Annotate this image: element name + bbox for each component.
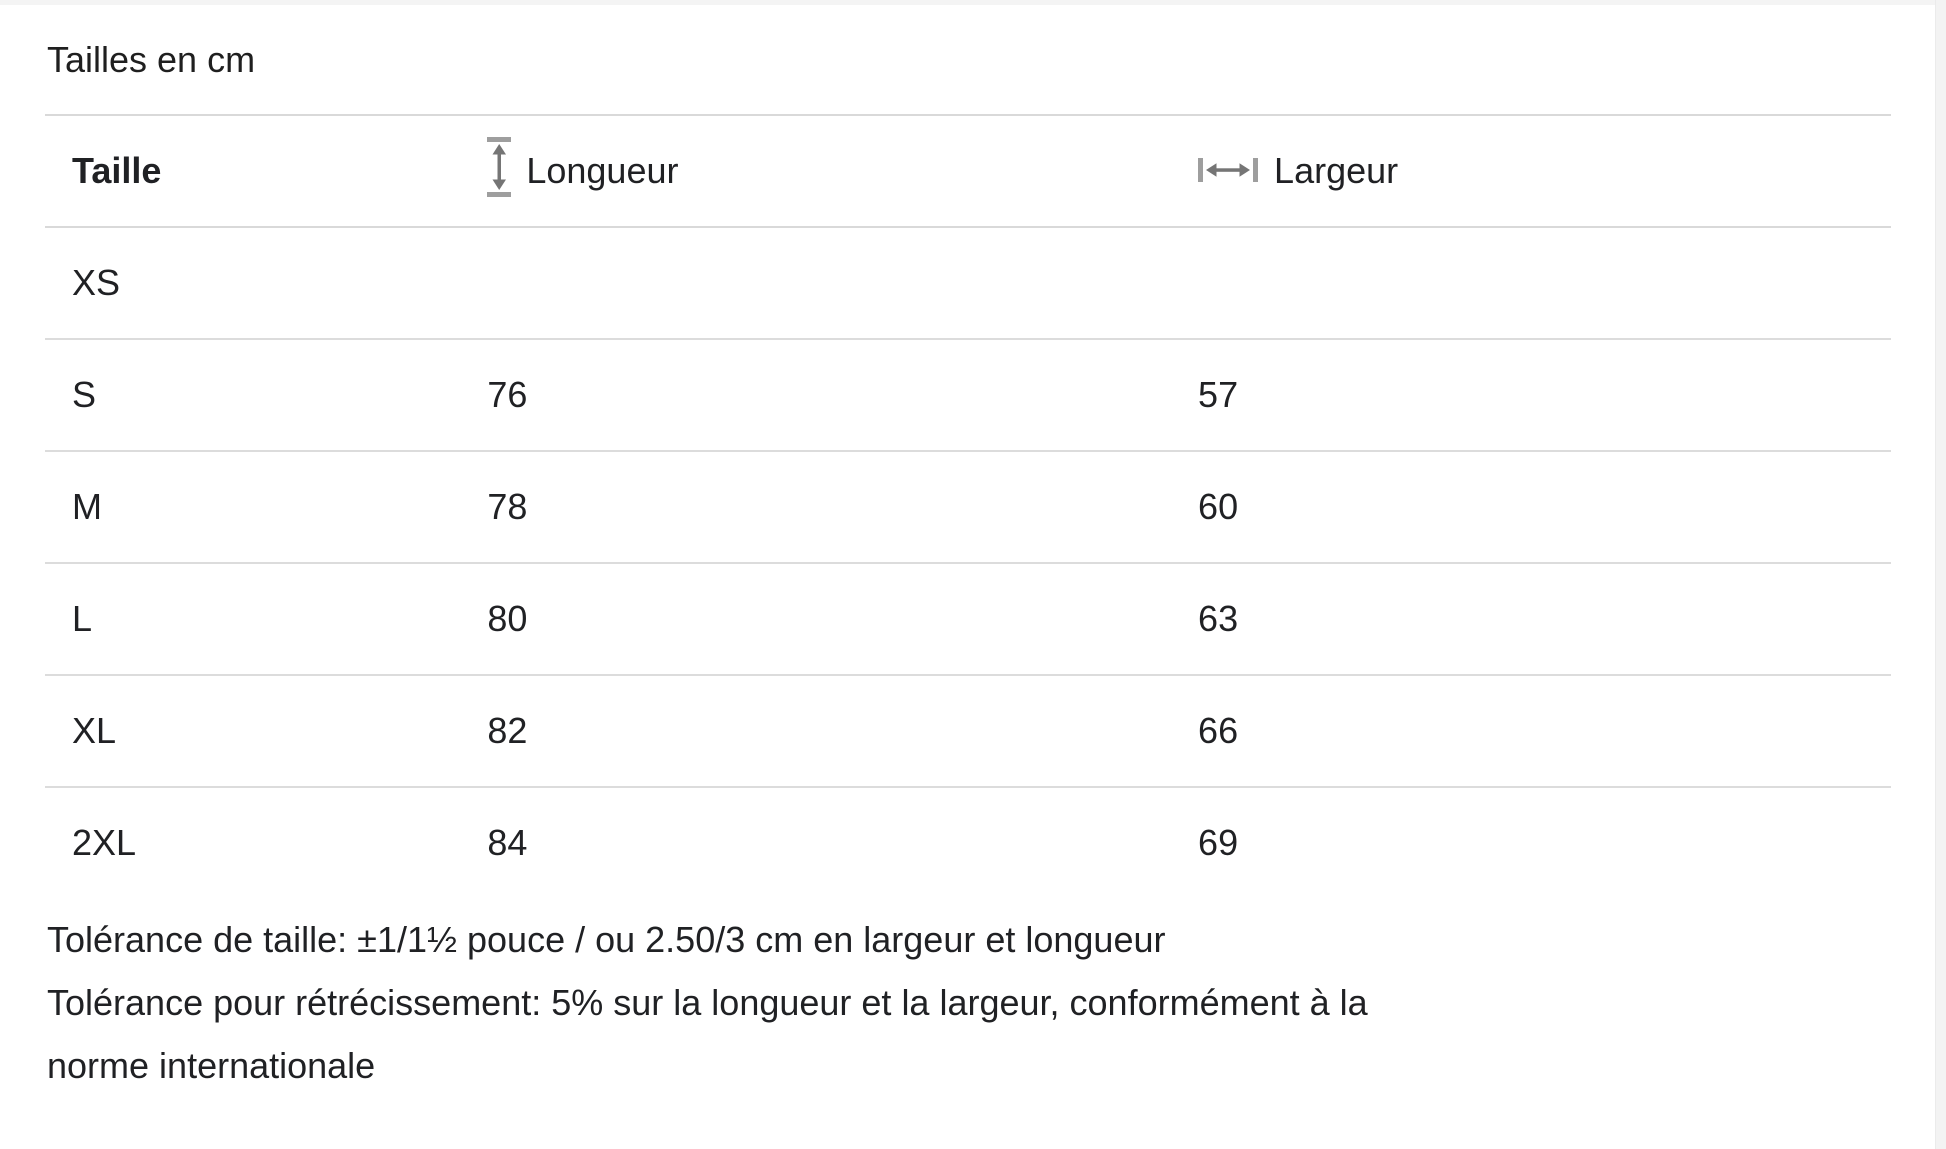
column-header-label: Longueur xyxy=(526,150,679,191)
table-row: 2XL 84 69 xyxy=(45,787,1891,898)
size-cell: L xyxy=(72,598,93,639)
largeur-cell: 57 xyxy=(1198,374,1239,415)
tolerance-line: Tolérance pour rétrécissement: 5% sur la… xyxy=(47,982,1368,1023)
table-row: M 78 60 xyxy=(45,451,1891,563)
width-arrow-icon xyxy=(1198,150,1259,192)
longueur-cell: 78 xyxy=(487,486,528,527)
largeur-cell: 63 xyxy=(1198,598,1239,639)
tolerance-line: norme internationale xyxy=(47,1045,376,1086)
longueur-cell: 76 xyxy=(487,374,528,415)
size-table: Taille Longueur xyxy=(45,114,1891,898)
scrollbar-track[interactable] xyxy=(1935,0,1946,1149)
height-arrow-icon xyxy=(487,136,512,206)
viewport-top-edge xyxy=(0,0,1946,5)
largeur-cell xyxy=(1171,227,1891,339)
longueur-cell: 80 xyxy=(487,598,528,639)
table-header-row: Taille Longueur xyxy=(45,115,1891,227)
table-row: XL 82 66 xyxy=(45,675,1891,787)
size-chart-title: Tailles en cm xyxy=(47,39,256,80)
column-header-label: Largeur xyxy=(1274,150,1399,191)
tolerance-line: Tolérance de taille: ±1/1½ pouce / ou 2.… xyxy=(47,919,1166,960)
largeur-cell: 60 xyxy=(1198,486,1239,527)
longueur-cell: 82 xyxy=(487,710,528,751)
largeur-cell: 66 xyxy=(1198,710,1239,751)
largeur-cell: 69 xyxy=(1198,822,1239,863)
column-header-longueur: Longueur xyxy=(460,115,1171,227)
column-header-taille: Taille xyxy=(72,150,162,191)
size-cell: S xyxy=(72,374,97,415)
size-chart-panel: Tailles en cm Taille xyxy=(45,39,1891,1097)
size-cell: XL xyxy=(72,710,117,751)
tolerance-note: Tolérance de taille: ±1/1½ pouce / ou 2.… xyxy=(47,908,1891,1097)
table-row: S 76 57 xyxy=(45,339,1891,451)
size-cell: M xyxy=(72,486,102,527)
longueur-cell xyxy=(460,227,1171,339)
table-row: XS xyxy=(45,227,1891,339)
size-cell: 2XL xyxy=(72,822,137,863)
longueur-cell: 84 xyxy=(487,822,528,863)
table-row: L 80 63 xyxy=(45,563,1891,675)
size-cell: XS xyxy=(72,262,121,303)
column-header-largeur: Largeur xyxy=(1171,115,1891,227)
